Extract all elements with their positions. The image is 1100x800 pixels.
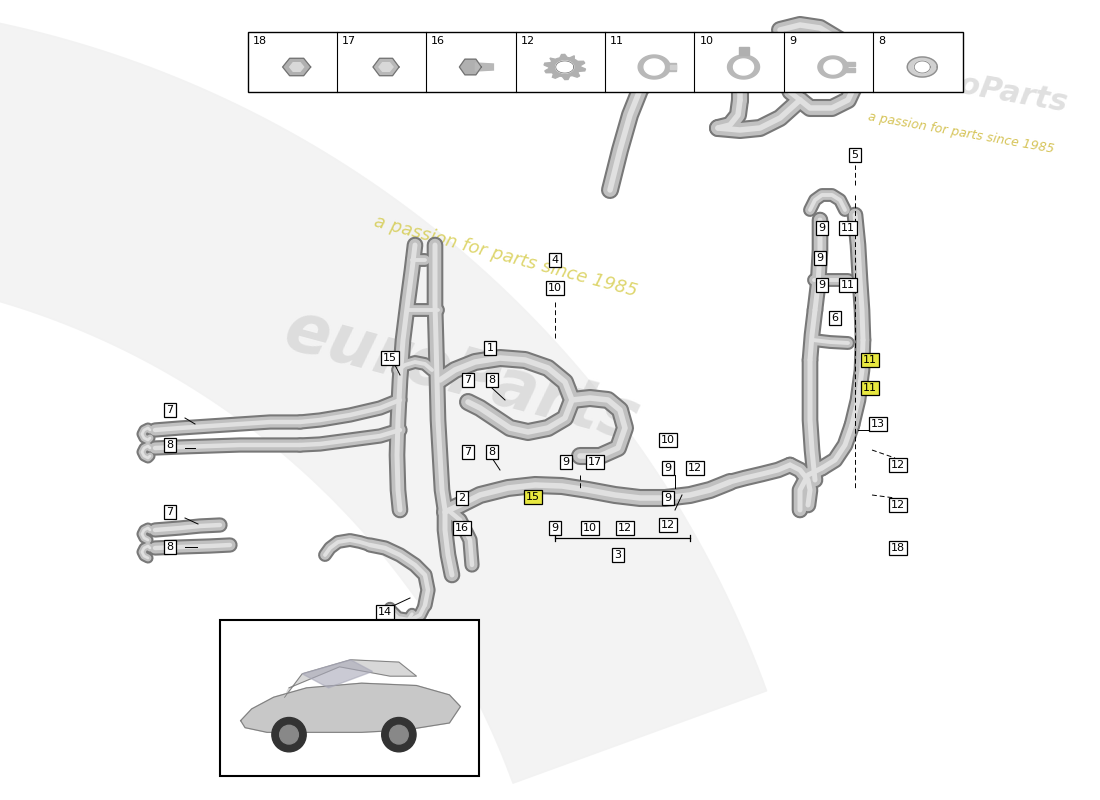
Text: 10: 10 [548, 283, 562, 293]
Polygon shape [544, 54, 585, 80]
Text: 7: 7 [464, 375, 472, 385]
Polygon shape [638, 55, 670, 79]
Polygon shape [556, 61, 574, 73]
Polygon shape [285, 660, 417, 698]
Text: 11: 11 [842, 280, 855, 290]
Text: 11: 11 [842, 223, 855, 233]
Text: 7: 7 [166, 507, 174, 517]
Text: 3: 3 [615, 550, 622, 560]
Text: 14: 14 [378, 607, 392, 617]
Polygon shape [379, 62, 393, 71]
Text: 9: 9 [789, 36, 796, 46]
Text: 12: 12 [661, 520, 675, 530]
Text: 9: 9 [816, 253, 824, 263]
Polygon shape [0, 0, 767, 783]
Circle shape [389, 726, 408, 744]
Text: 7: 7 [464, 447, 472, 457]
Text: 9: 9 [551, 523, 559, 533]
Polygon shape [645, 59, 664, 75]
Polygon shape [914, 61, 931, 73]
Text: 9: 9 [664, 493, 672, 503]
Text: 9: 9 [818, 223, 826, 233]
Text: 12: 12 [891, 460, 905, 470]
Text: 16: 16 [431, 36, 446, 46]
Polygon shape [668, 63, 676, 71]
Text: euroParts: euroParts [901, 60, 1070, 118]
Text: 9: 9 [664, 463, 672, 473]
Text: 17: 17 [587, 457, 602, 467]
Polygon shape [738, 47, 748, 55]
Polygon shape [670, 65, 676, 69]
Polygon shape [373, 58, 399, 76]
Polygon shape [302, 660, 373, 688]
Text: 5: 5 [851, 150, 858, 160]
Text: a passion for parts since 1985: a passion for parts since 1985 [373, 212, 639, 300]
Text: 12: 12 [688, 463, 702, 473]
Text: 8: 8 [488, 375, 496, 385]
Polygon shape [460, 59, 482, 74]
Text: 4: 4 [551, 255, 559, 265]
Polygon shape [908, 57, 937, 77]
Text: 2: 2 [459, 493, 465, 503]
Circle shape [382, 718, 416, 752]
Polygon shape [475, 63, 494, 71]
Text: a passion for parts since 1985: a passion for parts since 1985 [867, 110, 1055, 155]
Text: 8: 8 [878, 36, 886, 46]
Polygon shape [845, 62, 855, 66]
Text: 11: 11 [610, 36, 624, 46]
Circle shape [272, 718, 306, 752]
Text: euroParts: euroParts [277, 297, 647, 455]
Text: 8: 8 [488, 447, 496, 457]
Text: 8: 8 [166, 440, 174, 450]
Polygon shape [845, 68, 855, 72]
Polygon shape [818, 56, 848, 78]
Bar [220, 620, 478, 776]
Text: 17: 17 [342, 36, 356, 46]
Polygon shape [283, 58, 310, 76]
Text: 11: 11 [864, 383, 877, 393]
Text: 1: 1 [486, 343, 494, 353]
Polygon shape [727, 55, 759, 79]
Text: 18: 18 [253, 36, 266, 46]
Text: 7: 7 [166, 405, 174, 415]
Text: 13: 13 [871, 419, 886, 429]
Text: 6: 6 [832, 313, 838, 323]
Polygon shape [824, 60, 842, 74]
Text: 10: 10 [661, 435, 675, 445]
Text: 12: 12 [618, 523, 632, 533]
Polygon shape [734, 59, 754, 75]
Circle shape [279, 726, 298, 744]
Text: 9: 9 [562, 457, 570, 467]
Text: 11: 11 [864, 355, 877, 365]
Polygon shape [241, 683, 461, 732]
Text: 10: 10 [700, 36, 714, 46]
Bar [248, 32, 962, 92]
Text: 12: 12 [520, 36, 535, 46]
Text: 18: 18 [891, 543, 905, 553]
Text: 15: 15 [526, 492, 540, 502]
Text: 16: 16 [455, 523, 469, 533]
Text: 12: 12 [891, 500, 905, 510]
Text: 9: 9 [818, 280, 826, 290]
Text: 15: 15 [383, 353, 397, 363]
Text: 8: 8 [166, 542, 174, 552]
Text: 10: 10 [583, 523, 597, 533]
Polygon shape [289, 62, 304, 71]
